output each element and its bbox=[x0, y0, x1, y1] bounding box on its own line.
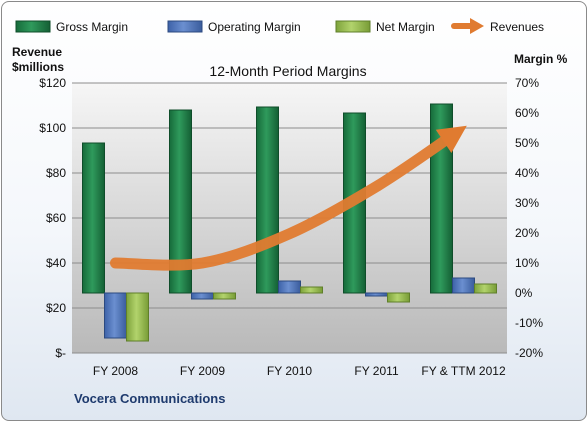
right-axis-ticks: -20% -10% 0% 10% 20% 30% 40% 50% 60% 70% bbox=[515, 76, 543, 360]
gross-margin-bar bbox=[169, 109, 192, 294]
legend-item: Net Margin bbox=[335, 20, 435, 34]
category-label: FY & TTM 2012 bbox=[421, 364, 506, 378]
left-tick-label: $20 bbox=[46, 301, 66, 315]
left-tick-label: $60 bbox=[46, 211, 66, 225]
net-margin-bar bbox=[387, 292, 410, 303]
gross-margin-bar bbox=[82, 142, 105, 294]
revenue-series bbox=[110, 125, 467, 271]
legend-label: Operating Margin bbox=[208, 20, 301, 34]
right-tick-label: 50% bbox=[515, 136, 539, 150]
legend-label: Net Margin bbox=[376, 20, 435, 34]
legend-item: Revenues bbox=[451, 18, 544, 34]
left-tick-label: $120 bbox=[39, 76, 66, 90]
right-tick-label: 10% bbox=[515, 256, 539, 270]
legend-item: Gross Margin bbox=[15, 20, 128, 34]
legend-swatch bbox=[335, 20, 371, 33]
category-label: FY 2011 bbox=[354, 364, 399, 378]
right-tick-label: 70% bbox=[515, 76, 539, 90]
net-margin-bar bbox=[126, 292, 149, 342]
left-tick-label: $40 bbox=[46, 256, 66, 270]
gross-margin-bar bbox=[256, 106, 279, 294]
net-margin-bar bbox=[300, 286, 323, 294]
left-axis-label-line2: $millions bbox=[12, 60, 64, 74]
category-label: FY 2010 bbox=[267, 364, 312, 378]
legend-arrowhead bbox=[470, 18, 484, 34]
chart-title: 12-Month Period Margins bbox=[209, 63, 366, 79]
category-label: FY 2008 bbox=[93, 364, 138, 378]
legend-swatch bbox=[15, 20, 51, 33]
left-tick-label: $100 bbox=[39, 121, 66, 135]
right-tick-label: 60% bbox=[515, 106, 539, 120]
left-axis-ticks: $- $20 $40 $60 $80 $100 $120 bbox=[39, 76, 66, 360]
legend: Gross Margin Operating Margin Net Margin Re… bbox=[15, 18, 544, 34]
legend-swatch bbox=[167, 20, 203, 33]
left-tick-label: $- bbox=[55, 346, 66, 360]
right-tick-label: 40% bbox=[515, 166, 539, 180]
operating-margin-bar bbox=[104, 292, 127, 339]
revenue-arrowhead bbox=[435, 125, 467, 154]
left-tick-label: $80 bbox=[46, 166, 66, 180]
category-label: FY 2009 bbox=[180, 364, 225, 378]
right-tick-label: -10% bbox=[515, 316, 543, 330]
right-tick-label: 30% bbox=[515, 196, 539, 210]
company-label: Vocera Communications bbox=[74, 391, 225, 406]
operating-margin-bar bbox=[365, 292, 388, 297]
right-tick-label: -20% bbox=[515, 346, 543, 360]
legend-item: Operating Margin bbox=[167, 20, 301, 34]
right-tick-label: 0% bbox=[515, 286, 533, 300]
operating-margin-bar bbox=[191, 292, 214, 300]
category-labels: FY 2008 FY 2009 FY 2010 FY 2011 FY & TTM 201… bbox=[93, 364, 506, 378]
net-margin-bar bbox=[474, 283, 497, 294]
operating-margin-bar bbox=[278, 280, 301, 294]
operating-margin-bar bbox=[452, 277, 475, 294]
left-axis-label-line1: Revenue bbox=[12, 45, 62, 59]
net-margin-bar bbox=[213, 292, 236, 300]
legend-label: Revenues bbox=[490, 20, 544, 34]
legend-label: Gross Margin bbox=[56, 20, 128, 34]
right-axis-label: Margin % bbox=[514, 52, 568, 66]
right-tick-label: 20% bbox=[515, 226, 539, 240]
